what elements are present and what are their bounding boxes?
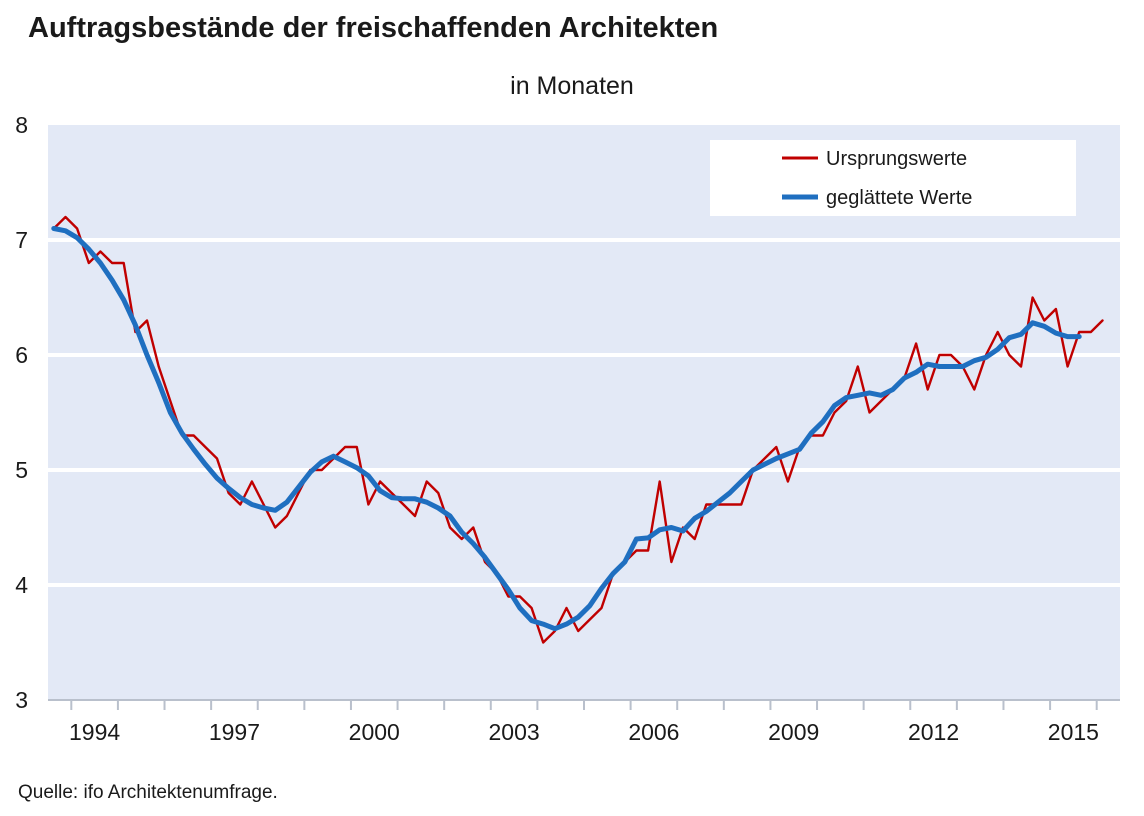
y-tick-label: 4 [15, 572, 28, 598]
series-line-geglaettete-werte [51, 226, 1082, 632]
legend-label-ursprungswerte: Ursprungswerte [826, 148, 967, 170]
source-note: Quelle: ifo Architektenumfrage. [18, 782, 278, 803]
x-tick-label: 1994 [69, 719, 120, 745]
x-tick-label: 2006 [628, 719, 679, 745]
x-tick-label: 2012 [908, 719, 959, 745]
chart-title: Auftragsbestände der freischaffenden Arc… [28, 12, 719, 44]
plot-area [48, 125, 1120, 700]
y-tick-label: 8 [15, 112, 28, 138]
y-tick-label: 7 [15, 227, 28, 253]
x-tick-label: 2003 [489, 719, 540, 745]
legend-label-geglaettete-werte: geglättete Werte [826, 187, 972, 209]
y-tick-label: 3 [15, 687, 28, 713]
x-tick-label: 2015 [1048, 719, 1099, 745]
x-tick-label: 1997 [209, 719, 260, 745]
x-tick-label: 2000 [349, 719, 400, 745]
y-tick-label: 6 [15, 342, 28, 368]
y-tick-label: 5 [15, 457, 28, 483]
legend-box [710, 140, 1076, 216]
series-group [51, 215, 1104, 644]
x-tick-label: 2009 [768, 719, 819, 745]
series-line-ursprungswerte [52, 215, 1104, 644]
chart-subtitle: in Monaten [510, 72, 634, 100]
axes: 3 4 5 6 7 8 1994 1997 2000 2003 2006 2009 2012 2015 [15, 112, 1120, 745]
legend: Ursprungswerte geglättete Werte [710, 140, 1076, 216]
